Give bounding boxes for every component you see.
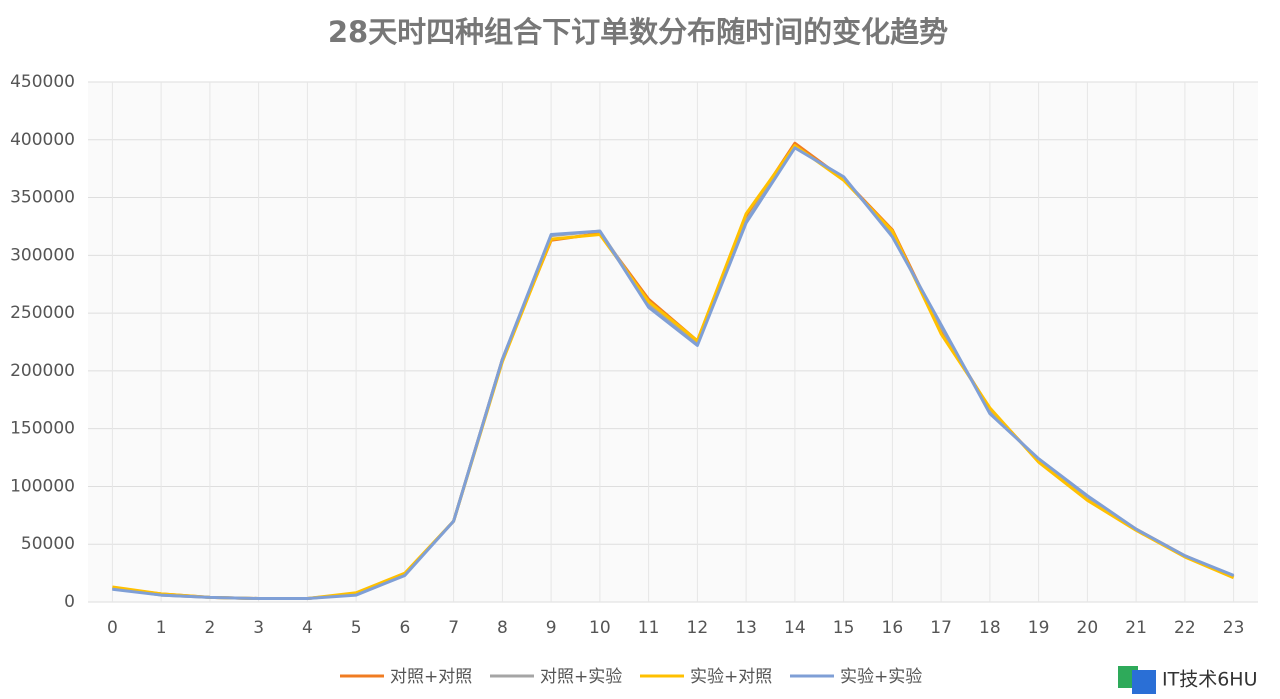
x-tick-label: 1 [156, 618, 167, 638]
y-tick-label: 250000 [10, 303, 75, 323]
x-tick-label: 10 [589, 618, 611, 638]
watermark-icon [1118, 666, 1156, 694]
y-tick-label: 0 [64, 592, 75, 612]
y-tick-label: 400000 [10, 130, 75, 150]
y-tick-label: 200000 [10, 361, 75, 381]
x-tick-label: 2 [204, 618, 215, 638]
legend-label: 实验+实验 [840, 667, 922, 687]
x-tick-label: 23 [1223, 618, 1245, 638]
watermark: IT技术6HU [1162, 669, 1258, 691]
x-tick-label: 20 [1077, 618, 1099, 638]
x-tick-label: 17 [930, 618, 952, 638]
legend-label: 实验+对照 [690, 667, 772, 687]
x-tick-label: 16 [882, 618, 904, 638]
x-tick-label: 18 [979, 618, 1001, 638]
y-tick-label: 350000 [10, 188, 75, 208]
x-tick-label: 12 [687, 618, 709, 638]
x-tick-label: 14 [784, 618, 806, 638]
x-tick-label: 15 [833, 618, 855, 638]
x-tick-label: 21 [1125, 618, 1147, 638]
chart-title: 28天时四种组合下订单数分布随时间的变化趋势 [328, 15, 948, 49]
plot-area [88, 82, 1258, 602]
x-tick-label: 22 [1174, 618, 1196, 638]
x-tick-label: 9 [546, 618, 557, 638]
series-line [112, 146, 1235, 601]
x-tick-label: 0 [107, 618, 118, 638]
x-tick-label: 19 [1028, 618, 1050, 638]
x-tick-label: 11 [638, 618, 660, 638]
x-tick-label: 6 [399, 618, 410, 638]
y-tick-label: 100000 [10, 476, 75, 496]
y-tick-label: 50000 [21, 534, 75, 554]
x-tick-label: 5 [351, 618, 362, 638]
x-tick-label: 7 [448, 618, 459, 638]
y-tick-label: 300000 [10, 245, 75, 265]
legend-label: 对照+实验 [540, 667, 622, 687]
x-tick-label: 3 [253, 618, 264, 638]
x-tick-label: 8 [497, 618, 508, 638]
x-tick-label: 13 [735, 618, 757, 638]
x-tick-label: 4 [302, 618, 313, 638]
y-tick-label: 450000 [10, 72, 75, 92]
legend-label: 对照+对照 [390, 667, 472, 687]
y-tick-label: 150000 [10, 419, 75, 439]
